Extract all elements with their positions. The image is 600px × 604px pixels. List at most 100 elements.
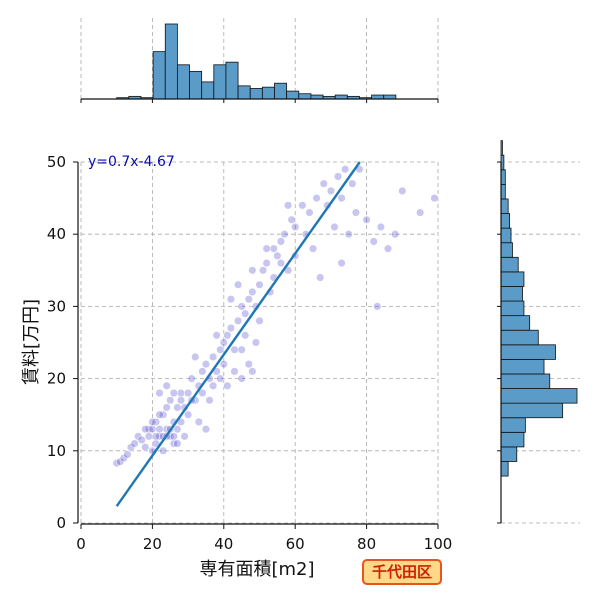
scatter-point [216,374,225,383]
scatter-point [251,338,260,347]
scatter-point [273,251,282,260]
scatter-point [244,360,253,369]
scatter-point [194,417,203,426]
x-hist-bar [249,88,263,100]
scatter-point [284,201,293,210]
regression-equation-label: y=0.7x-4.67 [88,154,175,170]
x-hist-bar [237,85,251,100]
y-axis-label: 賃料[万円] [21,299,42,385]
scatter-point [123,450,132,459]
scatter-point [198,388,207,398]
y-tick-label: 50 [47,153,66,171]
scatter-point [187,374,196,383]
scatter-point [148,425,157,434]
x-hist-bar [176,64,190,100]
x-tick-label: 60 [286,535,305,553]
scatter-point [176,388,186,398]
y-hist-bar [500,461,509,477]
scatter-point [248,287,257,297]
axes-layer [73,98,502,529]
scatter-point [184,388,193,398]
y-hist-bar [500,183,506,200]
y-hist-bar [500,271,525,287]
x-hist-bar [201,81,215,100]
scatter-point [248,266,257,275]
y-hist-bar [500,242,513,258]
x-tick-label: 100 [424,535,453,553]
scatter-point [262,244,271,253]
scatter-point [176,396,186,405]
scatter-point [344,230,353,239]
scatter-point [287,215,296,224]
y-tick-label: 30 [47,297,66,315]
scatter-point [173,439,182,448]
y-hist-bar [500,417,526,433]
y-hist-bar [500,431,525,448]
scatter-point [298,201,307,210]
scatter-point [348,179,357,188]
scatter-point [219,338,228,347]
scatter-point [276,237,285,246]
scatter-point [173,403,182,412]
scatter-point [237,374,246,383]
tick-labels: 0 20 40 60 80 100 0 10 20 30 40 50 [47,153,452,553]
y-hist-bar [500,213,511,229]
ward-badge: 千代田区 [362,559,442,585]
scatter-point [291,222,300,232]
scatter-point [230,367,239,376]
scatter-point [262,259,271,268]
scatter-point [201,425,210,434]
scatter-point [198,367,207,376]
y-tick-label: 40 [47,225,66,243]
scatter-point [159,446,168,455]
scatter-point [244,295,253,304]
scatter-point [373,302,382,311]
scatter-point [137,435,146,445]
y-hist-bar [500,315,531,331]
y-hist-bar [500,344,556,360]
top-histogram [116,23,397,100]
scatter-point [219,360,228,369]
x-hist-bar [298,93,312,100]
x-hist-bar [225,61,239,100]
scatter-point [209,352,218,361]
x-hist-bar [274,82,288,100]
scatter-point [141,425,150,434]
scatter-point [223,331,232,340]
scatter-point [305,208,314,217]
scatter-point [259,266,268,275]
y-hist-bar [500,256,519,273]
y-hist-bar [500,373,551,389]
x-hist-bar [164,23,178,100]
scatter-point [148,417,157,426]
scatter-point [191,352,200,361]
y-hist-bar [500,286,523,302]
scatter-point [169,432,178,441]
scatter-point [276,259,285,268]
scatter-point [141,443,150,452]
y-tick-label: 10 [47,442,66,460]
scatter-point [241,309,250,318]
scatter-points [112,165,439,468]
scatter-point [362,215,371,224]
scatter-point [337,259,346,268]
scatter-point [248,367,257,376]
scatter-point [237,345,246,354]
y-hist-bar [500,198,509,214]
scatter-point [416,208,425,217]
scatter-point [237,302,246,311]
x-hist-bar [189,70,203,100]
scatter-point [391,230,400,239]
scatter-point [326,186,335,195]
scatter-point [162,381,171,390]
right-histogram [500,140,578,477]
scatter-point [351,208,360,217]
scatter-point [398,186,407,195]
scatter-point [319,179,328,188]
scatter-point [312,194,321,203]
scatter-point [309,244,318,253]
scatter-point [369,237,378,246]
scatter-point [280,230,289,239]
x-hist-bar [213,64,227,100]
